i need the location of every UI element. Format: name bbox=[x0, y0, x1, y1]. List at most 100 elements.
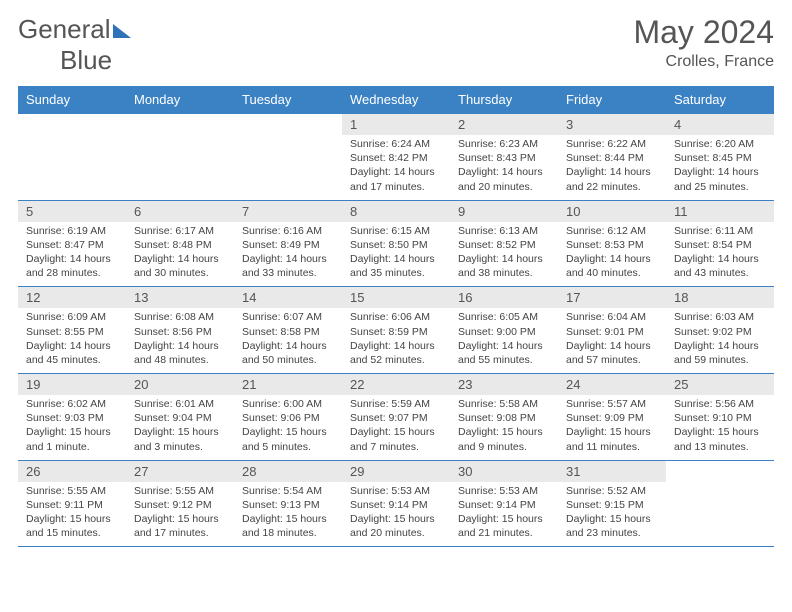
day-sunset: Sunset: 9:07 PM bbox=[350, 411, 442, 425]
day-daylight2: and 30 minutes. bbox=[134, 266, 226, 280]
day-number-cell: 29 bbox=[342, 460, 450, 482]
day-number-cell: 15 bbox=[342, 287, 450, 309]
day-number-cell: 13 bbox=[126, 287, 234, 309]
day-detail-row: Sunrise: 6:02 AMSunset: 9:03 PMDaylight:… bbox=[18, 395, 774, 460]
day-sunset: Sunset: 8:58 PM bbox=[242, 325, 334, 339]
day-sunset: Sunset: 9:09 PM bbox=[566, 411, 658, 425]
day-daylight2: and 3 minutes. bbox=[134, 440, 226, 454]
day-sunrise: Sunrise: 5:53 AM bbox=[458, 484, 550, 498]
day-number-cell bbox=[234, 114, 342, 136]
day-number-cell: 24 bbox=[558, 374, 666, 396]
day-sunrise: Sunrise: 6:03 AM bbox=[674, 310, 766, 324]
day-sunset: Sunset: 9:14 PM bbox=[350, 498, 442, 512]
day-daylight1: Daylight: 14 hours bbox=[566, 165, 658, 179]
day-number-row: 19202122232425 bbox=[18, 374, 774, 396]
day-sunrise: Sunrise: 5:57 AM bbox=[566, 397, 658, 411]
day-sunrise: Sunrise: 6:17 AM bbox=[134, 224, 226, 238]
day-detail-cell: Sunrise: 6:16 AMSunset: 8:49 PMDaylight:… bbox=[234, 222, 342, 287]
day-daylight1: Daylight: 15 hours bbox=[242, 512, 334, 526]
day-sunset: Sunset: 8:56 PM bbox=[134, 325, 226, 339]
day-daylight2: and 9 minutes. bbox=[458, 440, 550, 454]
day-sunrise: Sunrise: 6:13 AM bbox=[458, 224, 550, 238]
day-daylight1: Daylight: 15 hours bbox=[566, 512, 658, 526]
day-detail-cell: Sunrise: 5:55 AMSunset: 9:12 PMDaylight:… bbox=[126, 482, 234, 547]
day-daylight2: and 45 minutes. bbox=[26, 353, 118, 367]
day-detail-cell: Sunrise: 6:17 AMSunset: 8:48 PMDaylight:… bbox=[126, 222, 234, 287]
day-number-cell: 6 bbox=[126, 200, 234, 222]
day-sunrise: Sunrise: 6:02 AM bbox=[26, 397, 118, 411]
weekday-header: Sunday bbox=[18, 86, 126, 114]
day-number-cell: 22 bbox=[342, 374, 450, 396]
day-daylight1: Daylight: 14 hours bbox=[458, 165, 550, 179]
day-sunrise: Sunrise: 5:59 AM bbox=[350, 397, 442, 411]
day-daylight2: and 50 minutes. bbox=[242, 353, 334, 367]
day-daylight1: Daylight: 15 hours bbox=[26, 425, 118, 439]
day-number-cell: 28 bbox=[234, 460, 342, 482]
day-detail-cell: Sunrise: 5:53 AMSunset: 9:14 PMDaylight:… bbox=[342, 482, 450, 547]
day-daylight1: Daylight: 15 hours bbox=[242, 425, 334, 439]
day-number-cell: 20 bbox=[126, 374, 234, 396]
day-daylight2: and 52 minutes. bbox=[350, 353, 442, 367]
day-detail-row: Sunrise: 6:09 AMSunset: 8:55 PMDaylight:… bbox=[18, 308, 774, 373]
day-number-cell: 8 bbox=[342, 200, 450, 222]
day-sunrise: Sunrise: 6:24 AM bbox=[350, 137, 442, 151]
day-daylight1: Daylight: 14 hours bbox=[350, 339, 442, 353]
day-sunrise: Sunrise: 5:55 AM bbox=[134, 484, 226, 498]
day-sunrise: Sunrise: 6:16 AM bbox=[242, 224, 334, 238]
day-sunrise: Sunrise: 6:05 AM bbox=[458, 310, 550, 324]
day-sunset: Sunset: 8:48 PM bbox=[134, 238, 226, 252]
day-sunset: Sunset: 8:43 PM bbox=[458, 151, 550, 165]
day-detail-cell bbox=[666, 482, 774, 547]
logo-word-right: Blue bbox=[60, 45, 112, 75]
day-number-cell: 26 bbox=[18, 460, 126, 482]
day-sunrise: Sunrise: 6:19 AM bbox=[26, 224, 118, 238]
logo-sail-icon bbox=[113, 24, 131, 38]
day-daylight2: and 43 minutes. bbox=[674, 266, 766, 280]
day-number-cell: 14 bbox=[234, 287, 342, 309]
day-sunset: Sunset: 9:10 PM bbox=[674, 411, 766, 425]
day-detail-cell: Sunrise: 5:53 AMSunset: 9:14 PMDaylight:… bbox=[450, 482, 558, 547]
title-block: May 2024 Crolles, France bbox=[633, 14, 774, 71]
day-daylight2: and 28 minutes. bbox=[26, 266, 118, 280]
day-number-cell: 18 bbox=[666, 287, 774, 309]
day-detail-cell: Sunrise: 5:55 AMSunset: 9:11 PMDaylight:… bbox=[18, 482, 126, 547]
day-sunset: Sunset: 9:00 PM bbox=[458, 325, 550, 339]
day-detail-cell: Sunrise: 6:11 AMSunset: 8:54 PMDaylight:… bbox=[666, 222, 774, 287]
day-sunset: Sunset: 8:55 PM bbox=[26, 325, 118, 339]
day-number-row: 12131415161718 bbox=[18, 287, 774, 309]
day-detail-cell: Sunrise: 6:19 AMSunset: 8:47 PMDaylight:… bbox=[18, 222, 126, 287]
day-detail-cell: Sunrise: 6:00 AMSunset: 9:06 PMDaylight:… bbox=[234, 395, 342, 460]
day-number-cell: 3 bbox=[558, 114, 666, 136]
day-daylight1: Daylight: 15 hours bbox=[458, 512, 550, 526]
day-daylight1: Daylight: 15 hours bbox=[134, 512, 226, 526]
day-sunrise: Sunrise: 6:01 AM bbox=[134, 397, 226, 411]
day-daylight2: and 1 minute. bbox=[26, 440, 118, 454]
location-label: Crolles, France bbox=[633, 53, 774, 71]
day-detail-cell bbox=[126, 135, 234, 200]
day-detail-cell: Sunrise: 6:20 AMSunset: 8:45 PMDaylight:… bbox=[666, 135, 774, 200]
day-daylight2: and 22 minutes. bbox=[566, 180, 658, 194]
weekday-header: Saturday bbox=[666, 86, 774, 114]
day-daylight2: and 13 minutes. bbox=[674, 440, 766, 454]
day-sunrise: Sunrise: 6:06 AM bbox=[350, 310, 442, 324]
day-sunrise: Sunrise: 6:22 AM bbox=[566, 137, 658, 151]
day-daylight1: Daylight: 14 hours bbox=[458, 339, 550, 353]
day-daylight2: and 40 minutes. bbox=[566, 266, 658, 280]
weekday-header: Tuesday bbox=[234, 86, 342, 114]
day-sunset: Sunset: 9:06 PM bbox=[242, 411, 334, 425]
day-number-cell: 21 bbox=[234, 374, 342, 396]
day-sunrise: Sunrise: 5:56 AM bbox=[674, 397, 766, 411]
day-daylight1: Daylight: 15 hours bbox=[350, 512, 442, 526]
day-daylight2: and 11 minutes. bbox=[566, 440, 658, 454]
day-number-cell bbox=[18, 114, 126, 136]
calendar-body: 1234Sunrise: 6:24 AMSunset: 8:42 PMDayli… bbox=[18, 114, 774, 547]
day-sunset: Sunset: 9:01 PM bbox=[566, 325, 658, 339]
day-sunset: Sunset: 9:15 PM bbox=[566, 498, 658, 512]
day-daylight2: and 15 minutes. bbox=[26, 526, 118, 540]
day-sunrise: Sunrise: 6:08 AM bbox=[134, 310, 226, 324]
day-sunrise: Sunrise: 6:00 AM bbox=[242, 397, 334, 411]
day-detail-cell: Sunrise: 6:07 AMSunset: 8:58 PMDaylight:… bbox=[234, 308, 342, 373]
day-sunrise: Sunrise: 5:52 AM bbox=[566, 484, 658, 498]
day-detail-row: Sunrise: 6:24 AMSunset: 8:42 PMDaylight:… bbox=[18, 135, 774, 200]
day-daylight1: Daylight: 14 hours bbox=[674, 252, 766, 266]
